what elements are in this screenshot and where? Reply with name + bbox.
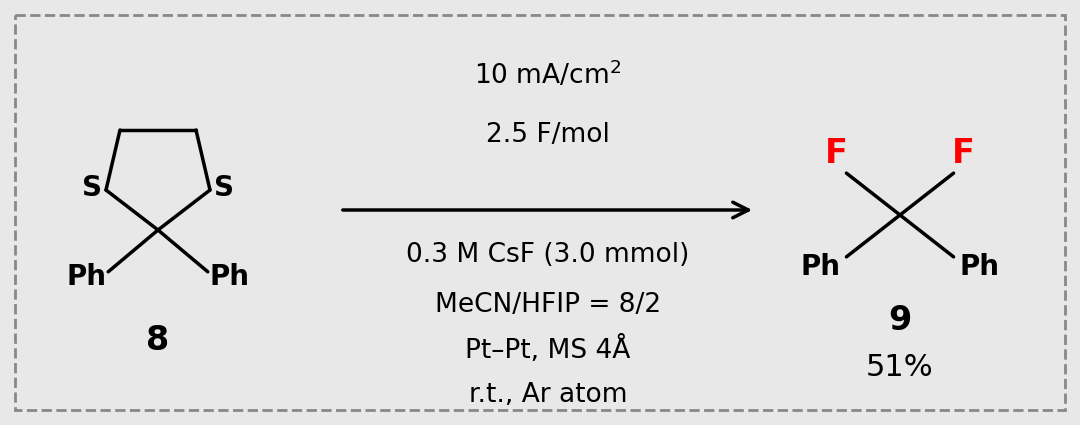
Text: r.t., Ar atom: r.t., Ar atom <box>469 382 627 408</box>
Text: 10 mA/cm$^2$: 10 mA/cm$^2$ <box>474 60 621 90</box>
Text: Ph: Ph <box>66 263 106 291</box>
Text: 9: 9 <box>889 303 912 337</box>
Text: 51%: 51% <box>866 354 934 382</box>
Text: MeCN/HFIP = 8/2: MeCN/HFIP = 8/2 <box>435 292 661 318</box>
FancyBboxPatch shape <box>15 15 1065 410</box>
Text: 0.3 M CsF (3.0 mmol): 0.3 M CsF (3.0 mmol) <box>406 242 690 268</box>
Text: S: S <box>82 174 102 202</box>
Text: Ph: Ph <box>210 263 249 291</box>
Text: F: F <box>825 136 848 170</box>
Text: S: S <box>214 174 234 202</box>
Text: 8: 8 <box>147 323 170 357</box>
Text: Ph: Ph <box>800 253 840 281</box>
Text: 2.5 F/mol: 2.5 F/mol <box>486 122 610 148</box>
Text: Pt–Pt, MS 4Å: Pt–Pt, MS 4Å <box>465 336 631 364</box>
Text: Ph: Ph <box>960 253 1000 281</box>
Text: F: F <box>953 136 975 170</box>
